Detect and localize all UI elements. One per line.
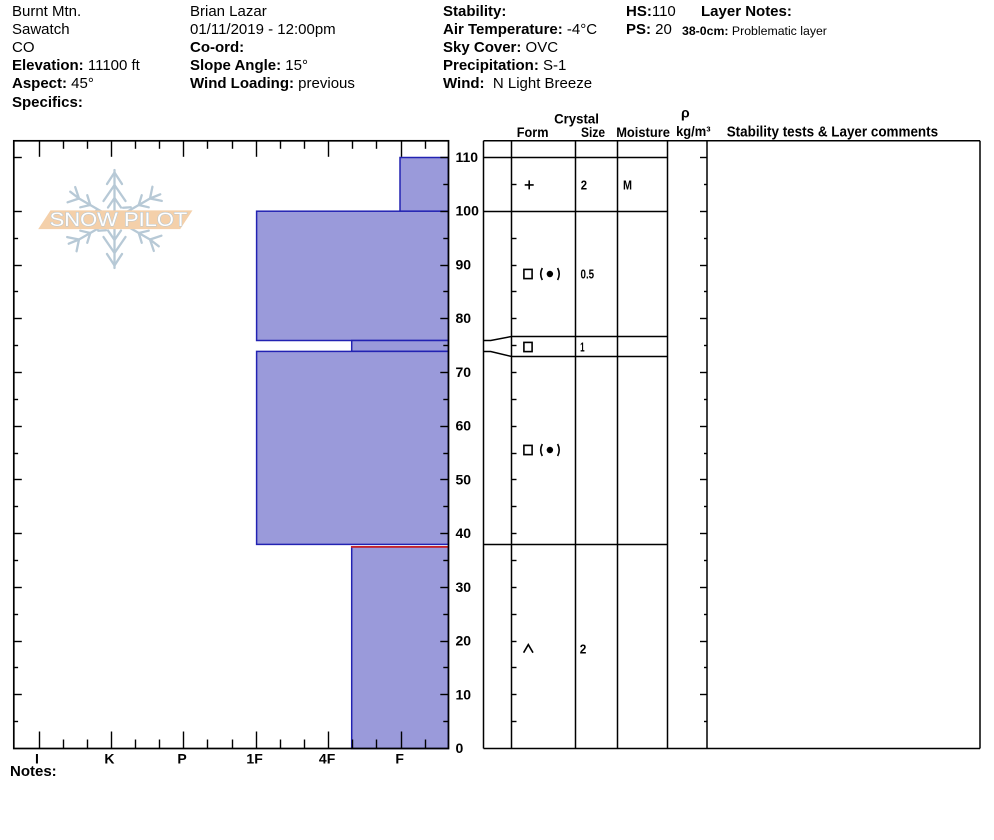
svg-text:2: 2 xyxy=(581,177,587,192)
svg-text:Form: Form xyxy=(517,125,549,140)
svg-text:K: K xyxy=(104,751,114,767)
svg-text:Size: Size xyxy=(581,125,605,140)
svg-text:30: 30 xyxy=(456,579,472,595)
svg-text:80: 80 xyxy=(456,310,472,326)
svg-text:F: F xyxy=(395,751,404,767)
svg-text:2: 2 xyxy=(580,641,587,656)
svg-text:Stability tests & Layer commen: Stability tests & Layer comments xyxy=(727,125,938,141)
svg-text:1: 1 xyxy=(580,339,585,354)
svg-text:1F: 1F xyxy=(246,751,263,767)
svg-text:50: 50 xyxy=(456,471,472,487)
svg-text:SNOW PILOT: SNOW PILOT xyxy=(50,210,188,231)
svg-text:10: 10 xyxy=(456,686,472,702)
svg-text:Crystal: Crystal xyxy=(554,111,599,126)
svg-text:0: 0 xyxy=(456,740,464,756)
svg-text:70: 70 xyxy=(456,364,472,380)
svg-text:I: I xyxy=(35,751,39,767)
svg-text:P: P xyxy=(177,751,186,767)
svg-text:ρ: ρ xyxy=(681,105,690,121)
svg-text:60: 60 xyxy=(456,418,472,434)
svg-text:4F: 4F xyxy=(319,751,336,767)
svg-text:100: 100 xyxy=(456,203,480,219)
svg-text:110: 110 xyxy=(456,149,479,165)
svg-text:20: 20 xyxy=(456,633,472,649)
svg-text:90: 90 xyxy=(456,257,472,273)
svg-text:kg/m³: kg/m³ xyxy=(676,124,711,139)
svg-text:40: 40 xyxy=(456,525,472,541)
svg-text:M: M xyxy=(623,177,632,192)
svg-text:0.5: 0.5 xyxy=(581,267,595,282)
svg-text:Moisture: Moisture xyxy=(616,125,670,140)
